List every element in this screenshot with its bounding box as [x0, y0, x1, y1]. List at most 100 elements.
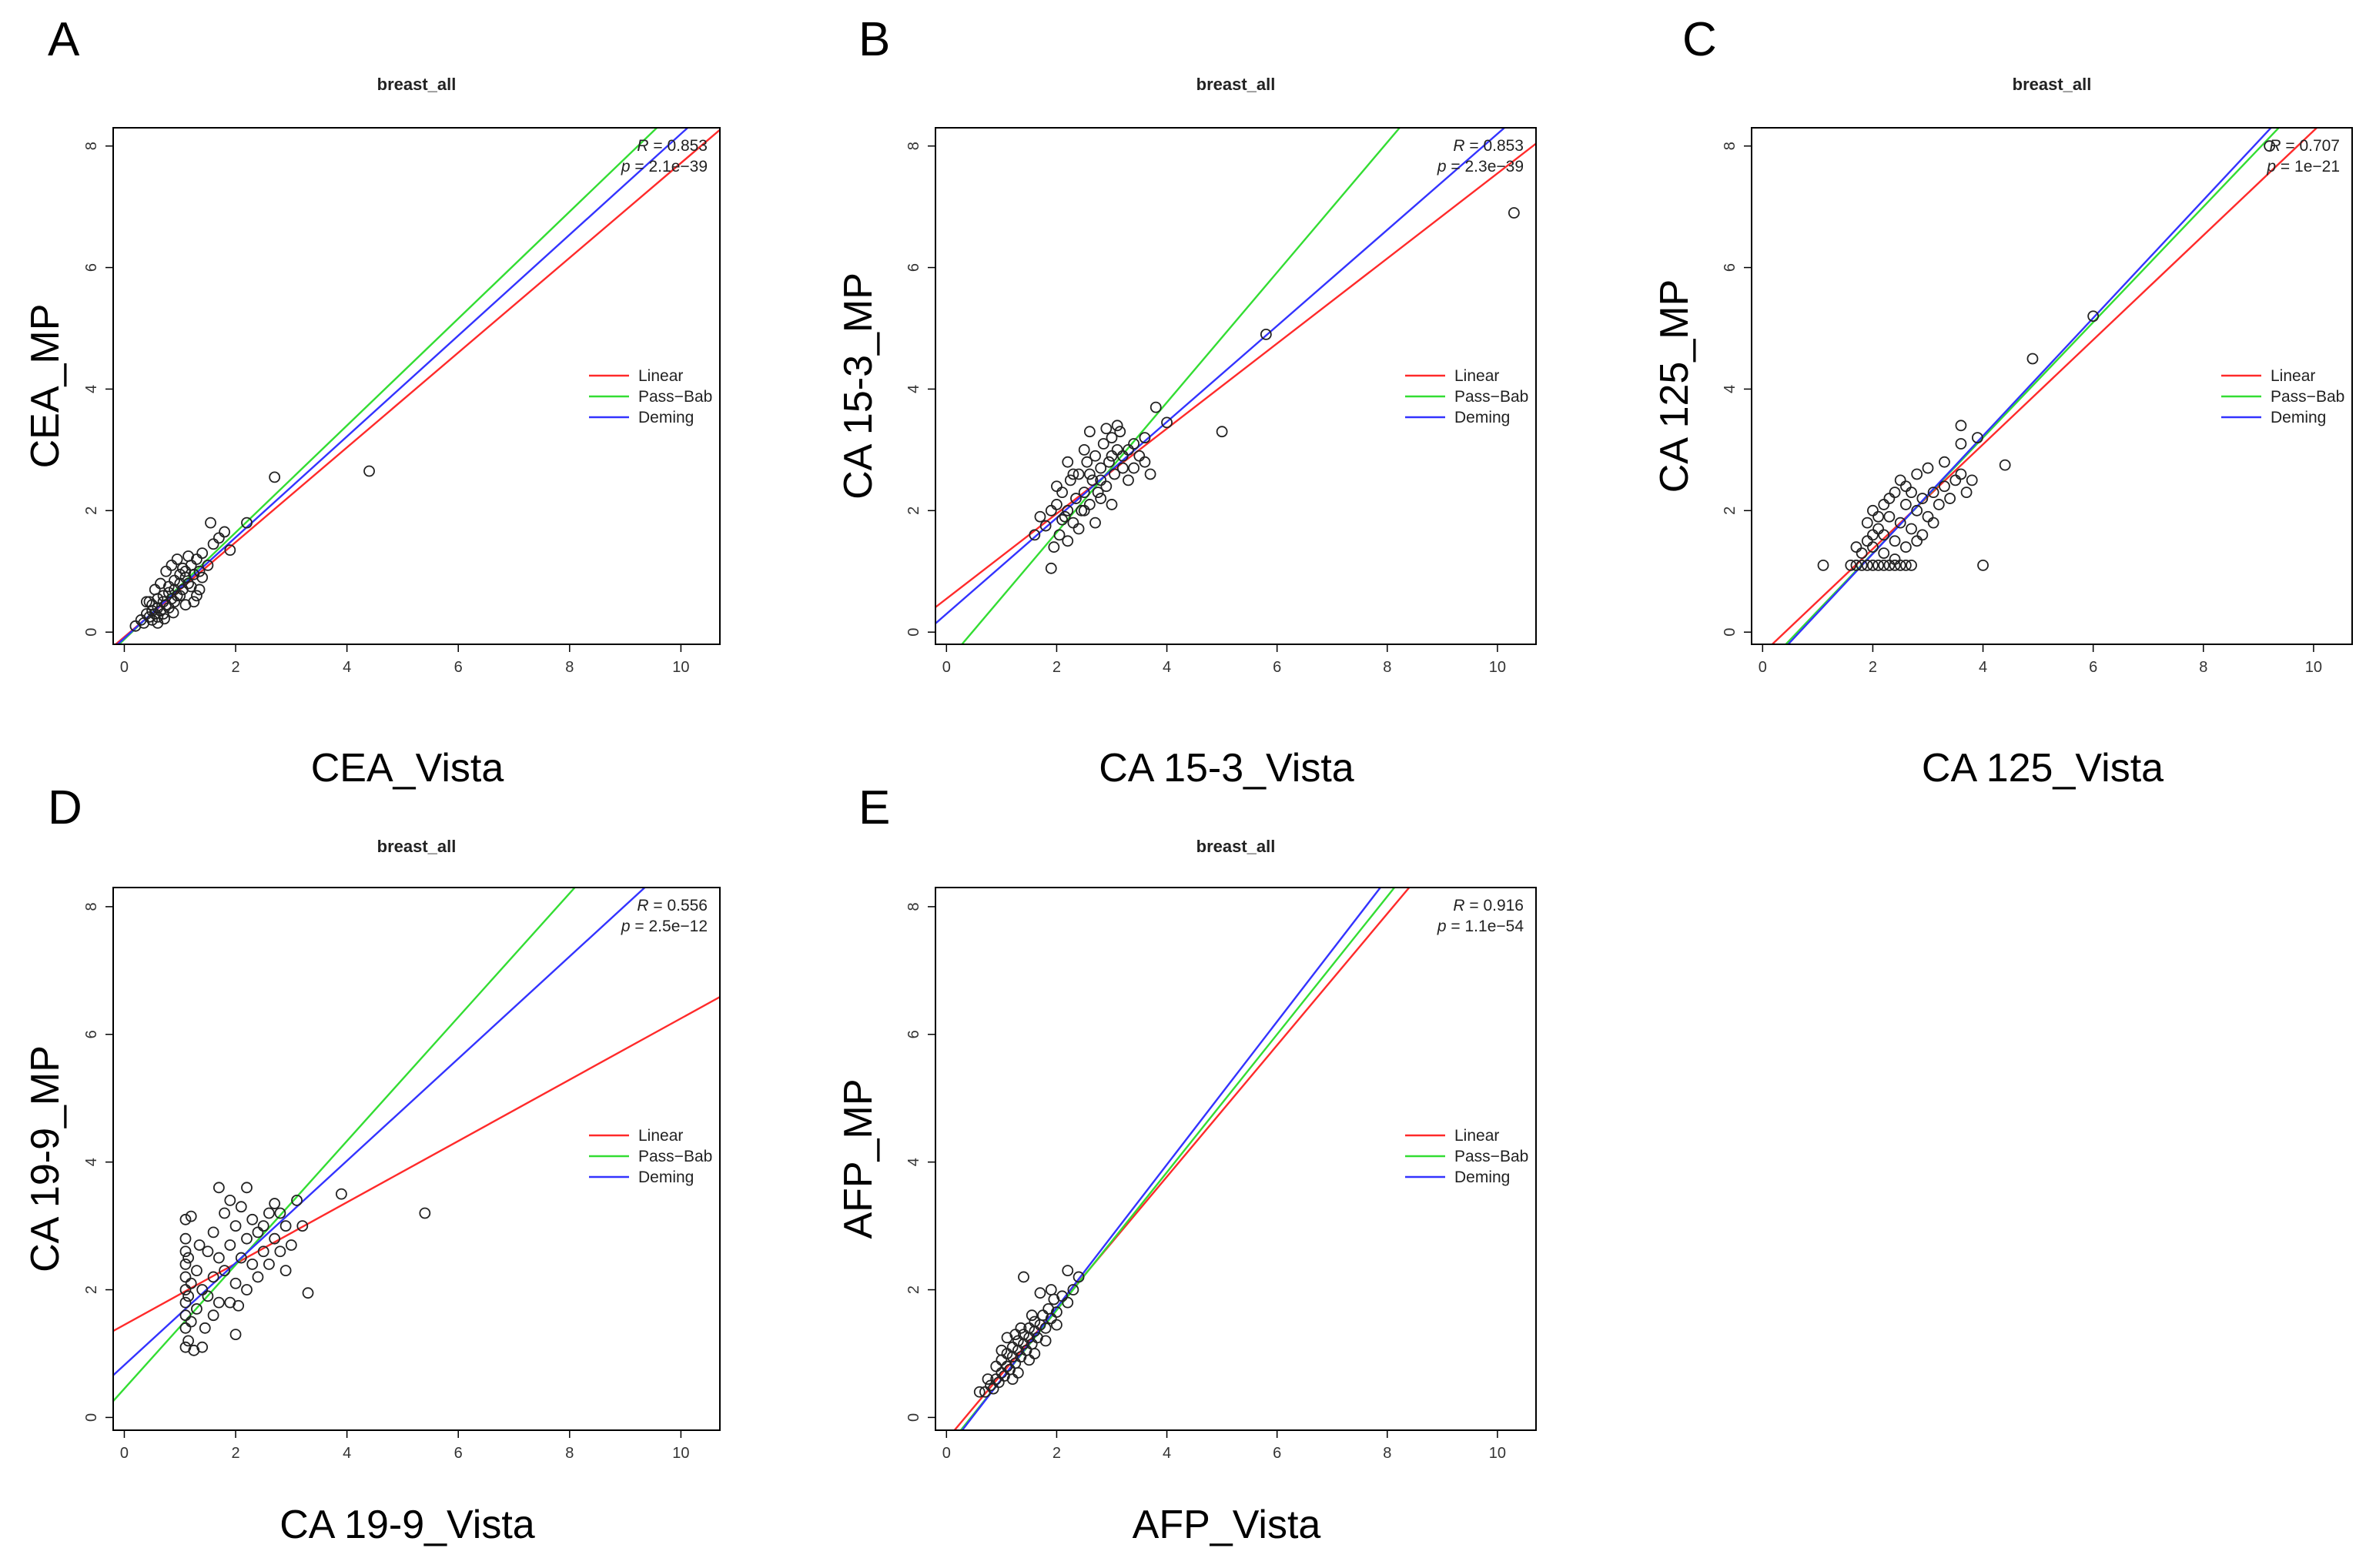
data-point: [1867, 541, 1879, 553]
data-point: [1899, 559, 1912, 571]
data-point: [1911, 468, 1923, 480]
y-tick-label: 0: [1722, 628, 1739, 637]
stat-p: p = 1e−21: [2266, 158, 2340, 176]
data-point: [241, 1284, 253, 1296]
legend-entry: Pass−Bab: [1454, 388, 1528, 406]
stat-p-eq: =: [1447, 918, 1465, 935]
legend: Linear Pass−Bab Deming: [1405, 1127, 1528, 1186]
data-point: [1949, 474, 1962, 486]
data-point: [1116, 450, 1129, 462]
legend-entry: Pass−Bab: [638, 1148, 712, 1165]
data-point: [1861, 559, 1873, 571]
data-point: [1067, 1284, 1079, 1296]
data-point: [1070, 493, 1082, 504]
data-point: [1845, 559, 1857, 571]
regression-line-deming: [1786, 128, 2273, 644]
legend: Linear Pass−Bab Deming: [1405, 367, 1528, 426]
y-tick-label: 2: [905, 1285, 922, 1294]
data-point: [1081, 456, 1093, 468]
data-point: [1161, 416, 1173, 429]
data-point: [279, 1220, 292, 1232]
stat-p-eq: =: [631, 918, 649, 935]
y-tick-label: 2: [1722, 507, 1739, 515]
data-point: [363, 465, 375, 477]
data-point: [1009, 1329, 1022, 1340]
data-point: [269, 471, 281, 483]
data-point: [1872, 559, 1884, 571]
data-point: [1023, 1354, 1036, 1366]
x-tick-label: 6: [2089, 659, 2097, 676]
y-tick-label: 2: [83, 1285, 100, 1294]
data-point: [1086, 474, 1099, 486]
data-point: [1083, 468, 1096, 480]
data-point: [1878, 559, 1890, 571]
x-axis-label: CA 15-3_Vista: [1099, 746, 1354, 791]
x-tick-label: 0: [1759, 659, 1767, 676]
legend-entry: Deming: [638, 409, 694, 426]
data-point: [1045, 562, 1057, 574]
x-tick-label: 4: [1979, 659, 1987, 676]
data-point: [1106, 432, 1118, 443]
x-tick-label: 4: [343, 1445, 351, 1462]
data-point: [191, 1265, 202, 1277]
data-point: [1062, 535, 1074, 547]
regression-lines: [114, 128, 720, 644]
y-tick-label: 4: [905, 385, 922, 393]
data-point: [269, 1198, 281, 1209]
x-tick-label: 8: [1383, 1445, 1391, 1462]
data-point: [1922, 462, 1934, 474]
data-point: [252, 1226, 264, 1239]
data-point: [1053, 529, 1066, 541]
data-point: [179, 1322, 192, 1334]
data-point: [213, 1296, 225, 1309]
data-point: [1850, 541, 1862, 553]
data-point: [1916, 529, 1929, 541]
stat-p-eq: =: [1447, 158, 1465, 176]
plot-frame: [935, 887, 1537, 1431]
data-point: [1850, 559, 1862, 571]
data-point: [1067, 468, 1079, 480]
data-point: [1906, 559, 1917, 571]
data-point: [1083, 499, 1096, 510]
x-tick-label: 2: [231, 1445, 239, 1462]
regression-line-linear: [114, 129, 720, 644]
x-tick-label: 4: [1163, 1445, 1171, 1462]
x-tick-label: 8: [565, 659, 574, 676]
y-tick-label: 0: [905, 1413, 922, 1422]
data-point: [182, 1252, 194, 1264]
data-point: [263, 1258, 275, 1270]
data-point: [179, 1232, 192, 1245]
data-point: [1111, 420, 1123, 432]
data-point: [188, 1344, 200, 1356]
data-point: [1029, 529, 1041, 541]
data-point: [1878, 547, 1890, 559]
y-tick-label: 6: [83, 1030, 100, 1038]
x-axis-label: CA 19-9_Vista: [279, 1503, 535, 1547]
stat-r: R = 0.853: [637, 137, 708, 155]
data-point: [291, 1195, 303, 1206]
stat-r-eq: =: [649, 897, 668, 914]
chart-title: breast_all: [377, 75, 457, 94]
data-point: [1095, 462, 1107, 474]
data-point: [196, 547, 209, 559]
legend-entry: Pass−Bab: [638, 388, 712, 406]
data-point: [1012, 1366, 1024, 1379]
data-point: [1133, 450, 1146, 462]
data-point: [1111, 443, 1123, 456]
y-tick-label: 4: [83, 1158, 100, 1166]
data-point: [1062, 1296, 1074, 1309]
data-point: [257, 1220, 269, 1232]
data-point: [274, 1245, 286, 1258]
y-tick-label: 8: [905, 902, 922, 911]
regression-line-deming: [115, 128, 689, 644]
panel-letter: B: [858, 13, 890, 66]
y-tick-label: 0: [83, 1413, 100, 1422]
data-point: [1899, 480, 1912, 493]
data-point: [1955, 420, 1967, 432]
data-point: [1508, 207, 1520, 219]
data-point: [1955, 438, 1967, 450]
x-tick-label: 6: [1273, 659, 1281, 676]
data-point: [302, 1287, 314, 1299]
data-point: [1045, 504, 1057, 517]
